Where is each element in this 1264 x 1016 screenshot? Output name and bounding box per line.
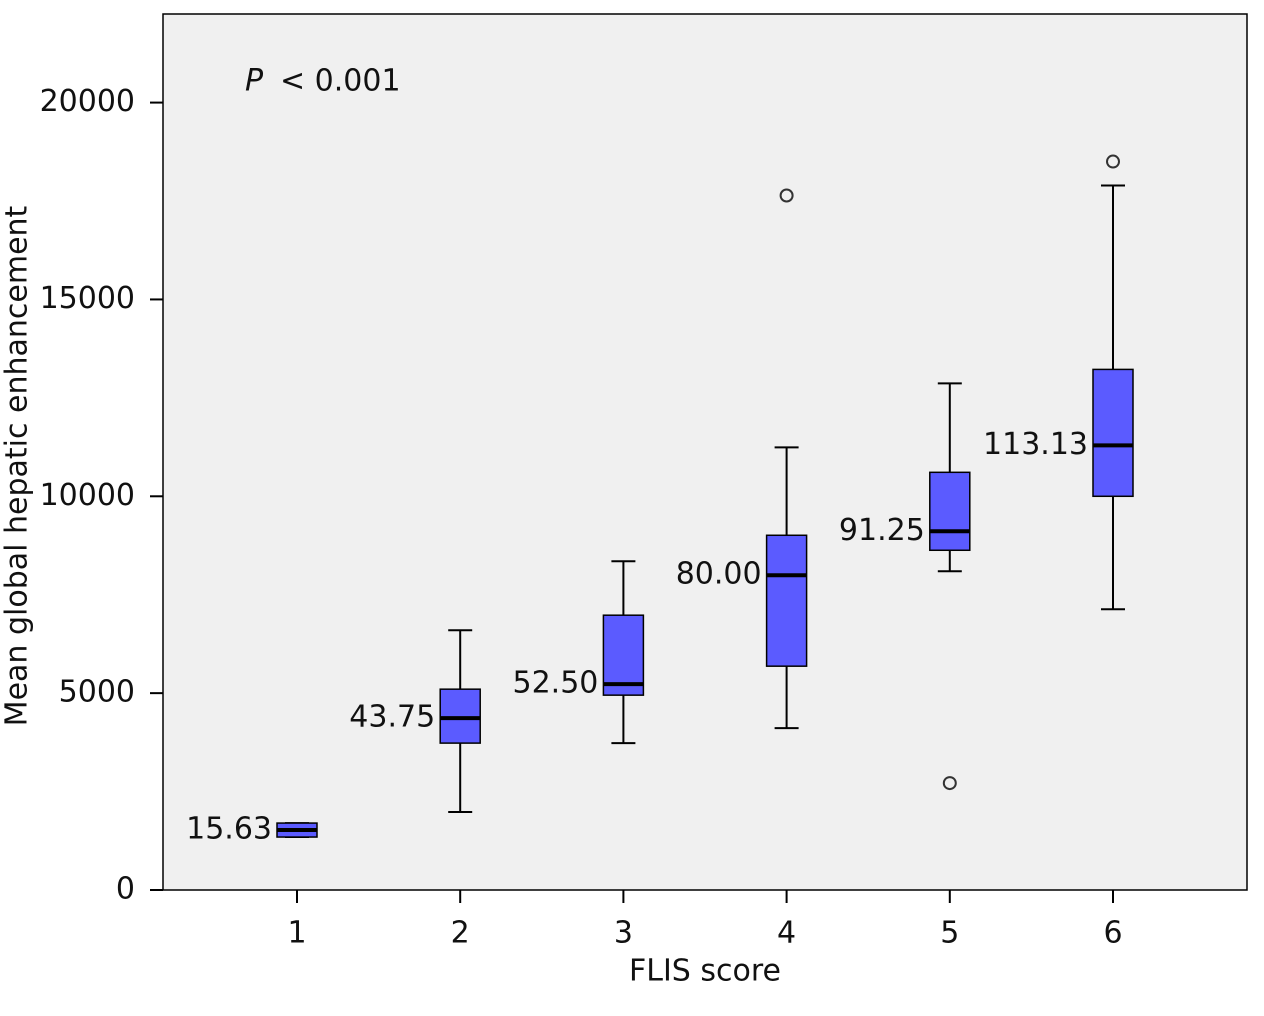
x-tick-label: 6	[1103, 916, 1122, 951]
x-tick-label: 5	[940, 916, 959, 951]
box	[765, 534, 808, 667]
y-tick-label: 20000	[40, 84, 135, 119]
y-axis-label: Mean global hepatic enhancement	[0, 205, 35, 726]
box-label: 15.63	[186, 812, 272, 847]
x-axis-label: FLIS score	[629, 954, 781, 989]
box	[1092, 368, 1134, 498]
box	[929, 471, 971, 552]
box-label: 113.13	[983, 427, 1088, 462]
y-tick-label: 0	[116, 872, 135, 907]
annotation-italic: P	[245, 64, 264, 99]
x-tick-label: 4	[777, 916, 796, 951]
outlier	[1106, 154, 1120, 169]
box	[439, 688, 481, 744]
box	[602, 614, 645, 696]
y-tick-label: 5000	[59, 675, 135, 710]
y-tick-label: 15000	[40, 281, 135, 316]
x-tick-label: 3	[614, 916, 633, 951]
box-label: 80.00	[676, 557, 762, 592]
plot-area	[162, 13, 1248, 891]
outlier	[942, 776, 957, 791]
x-tick-label: 2	[451, 916, 470, 951]
box-label: 43.75	[349, 700, 435, 735]
annotation-text: < 0.001	[280, 64, 401, 99]
box-label: 52.50	[513, 666, 599, 701]
outlier	[779, 188, 794, 203]
x-tick-label: 1	[287, 916, 306, 951]
box-label: 91.25	[839, 513, 925, 548]
y-tick-label: 10000	[40, 478, 135, 513]
